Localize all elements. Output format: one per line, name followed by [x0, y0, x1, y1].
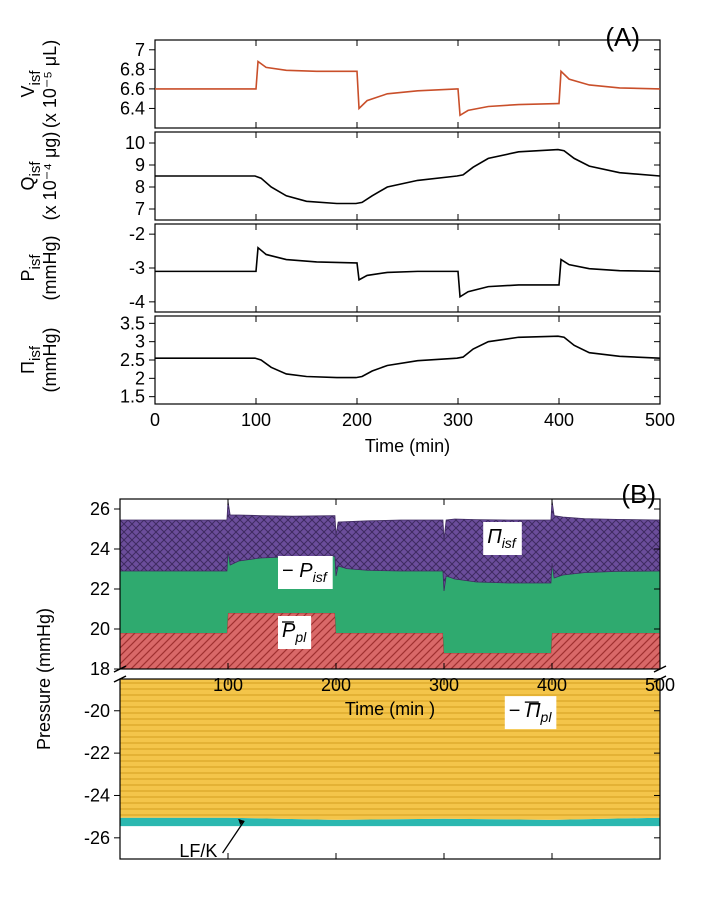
- label-p-pl: Ppl: [278, 616, 311, 649]
- ytick-label: 20: [90, 619, 110, 639]
- xtick-label: 0: [150, 410, 160, 430]
- ytick-label: -2: [129, 224, 145, 244]
- ytick-label: 6.6: [120, 79, 145, 99]
- ylabel: Pisf(mmHg): [20, 236, 60, 301]
- svg-text:(x 10⁻⁴ μg): (x 10⁻⁴ μg): [40, 132, 60, 221]
- panel-b-xlabel: Time (min ): [345, 699, 435, 719]
- xtick-label: 200: [321, 675, 351, 695]
- ytick-label: -3: [129, 258, 145, 278]
- svg-text:(x 10⁻⁵ μL): (x 10⁻⁵ μL): [40, 40, 60, 128]
- xtick-label: 300: [443, 410, 473, 430]
- xtick-label: 100: [213, 675, 243, 695]
- xtick-label: 300: [429, 675, 459, 695]
- ylabel: Qisf(x 10⁻⁴ μg): [20, 132, 60, 221]
- ytick-label: 9: [135, 155, 145, 175]
- ytick-label: -20: [84, 701, 110, 721]
- ytick-label: -22: [84, 743, 110, 763]
- series-line: [155, 62, 660, 116]
- ytick-label: 7: [135, 40, 145, 60]
- ytick-label: 7: [135, 199, 145, 219]
- panel-a-xlabel: Time (min): [365, 436, 450, 456]
- series-line: [155, 336, 660, 377]
- panel-b-label: (B): [621, 479, 656, 509]
- ytick-label: 2: [135, 368, 145, 388]
- ytick-label: 26: [90, 499, 110, 519]
- xtick-label: 500: [645, 410, 675, 430]
- panel-a-label: (A): [605, 22, 640, 52]
- label-neg-pi-pl: − Πpl: [505, 696, 557, 729]
- ytick-label: 3.5: [120, 313, 145, 333]
- ylabel: Πisf(mmHg): [20, 328, 60, 393]
- series-line: [155, 248, 660, 297]
- svg-text:Pressure (mmHg): Pressure (mmHg): [34, 608, 54, 750]
- figure-root: (A)6.46.66.87Visf(x 10⁻⁵ μL)78910Qisf(x …: [20, 20, 686, 904]
- label-lf-k: LF/K: [179, 841, 217, 861]
- label-neg-p-isf: − Pisf: [278, 556, 333, 589]
- ytick-label: 18: [90, 659, 110, 679]
- ytick-label: 22: [90, 579, 110, 599]
- panel-b-ylabel: Pressure (mmHg): [34, 608, 54, 750]
- svg-text:(mmHg): (mmHg): [40, 236, 60, 301]
- ytick-label: 10: [125, 133, 145, 153]
- xtick-label: 200: [342, 410, 372, 430]
- ytick-label: 6.4: [120, 98, 145, 118]
- ytick-label: 8: [135, 177, 145, 197]
- ylabel: Visf(x 10⁻⁵ μL): [20, 40, 60, 128]
- svg-text:(mmHg): (mmHg): [40, 328, 60, 393]
- ytick-label: 24: [90, 539, 110, 559]
- xtick-label: 400: [537, 675, 567, 695]
- figure-svg: (A)6.46.66.87Visf(x 10⁻⁵ μL)78910Qisf(x …: [20, 20, 686, 904]
- label-pi-isf: Πisf: [483, 522, 522, 555]
- xtick-label: 100: [241, 410, 271, 430]
- ytick-label: 1.5: [120, 387, 145, 407]
- xtick-label: 500: [645, 675, 675, 695]
- ytick-label: 6.8: [120, 59, 145, 79]
- subplot-frame: [155, 316, 660, 404]
- ytick-label: -4: [129, 292, 145, 312]
- ytick-label: -26: [84, 828, 110, 848]
- ytick-label: -24: [84, 785, 110, 805]
- ytick-label: 2.5: [120, 350, 145, 370]
- series-line: [155, 150, 660, 204]
- ytick-label: 3: [135, 332, 145, 352]
- xtick-label: 400: [544, 410, 574, 430]
